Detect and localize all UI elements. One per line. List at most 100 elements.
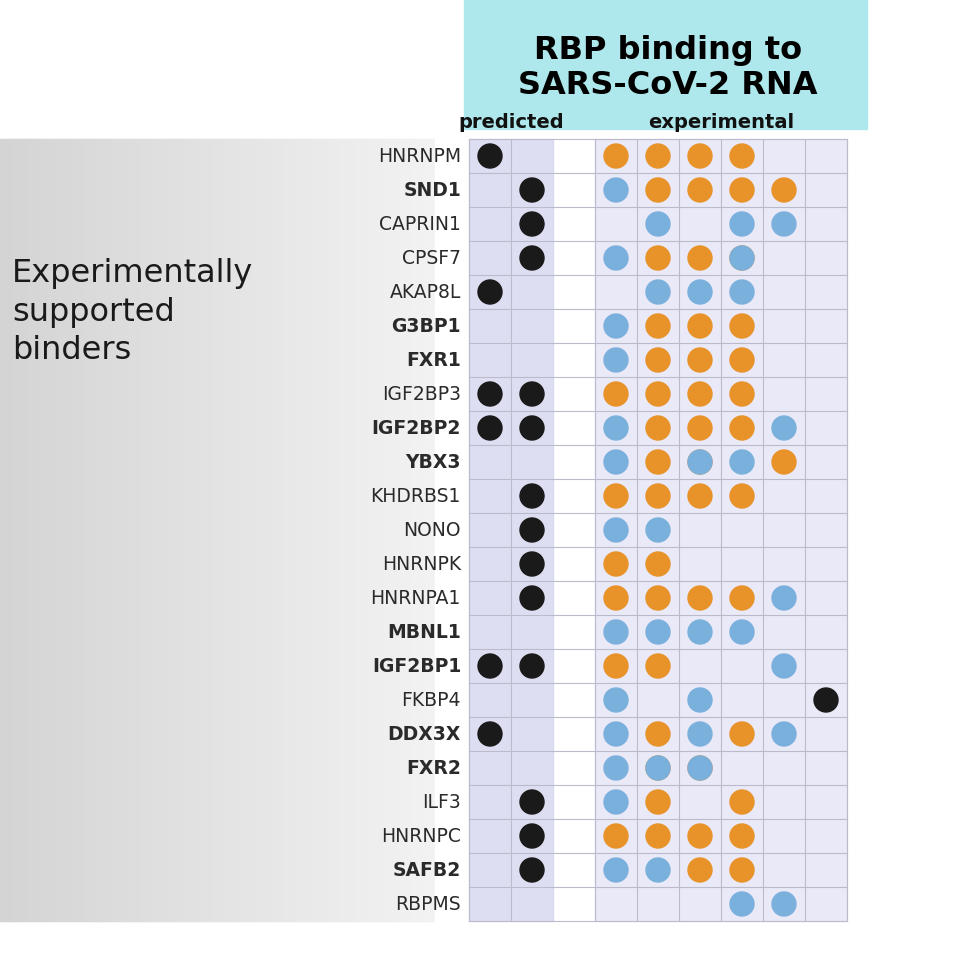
Circle shape: [604, 451, 628, 475]
Circle shape: [520, 383, 544, 407]
Text: SND1: SND1: [403, 181, 461, 201]
Circle shape: [604, 586, 628, 610]
Bar: [370, 140, 373, 922]
Circle shape: [646, 756, 670, 780]
Bar: [280, 140, 284, 922]
Text: SAFB2: SAFB2: [392, 860, 461, 880]
Circle shape: [730, 213, 754, 236]
Bar: [189, 140, 192, 922]
Bar: [115, 140, 118, 922]
Text: FXR1: FXR1: [406, 351, 461, 370]
Bar: [196, 140, 199, 922]
Text: CAPRIN1: CAPRIN1: [379, 215, 461, 234]
Circle shape: [604, 688, 628, 712]
Circle shape: [730, 722, 754, 746]
Bar: [228, 140, 231, 922]
Bar: [117, 140, 121, 922]
Circle shape: [478, 144, 502, 169]
Text: MBNL1: MBNL1: [387, 623, 461, 641]
Circle shape: [646, 484, 670, 509]
Bar: [261, 140, 264, 922]
Bar: [163, 140, 166, 922]
Circle shape: [772, 654, 796, 678]
Circle shape: [688, 620, 712, 644]
Bar: [168, 140, 171, 922]
Bar: [32, 140, 36, 922]
Bar: [83, 140, 86, 922]
Bar: [379, 140, 382, 922]
Bar: [92, 140, 95, 922]
Circle shape: [646, 213, 670, 236]
Bar: [65, 140, 68, 922]
Bar: [267, 140, 270, 922]
Bar: [264, 140, 266, 922]
Circle shape: [688, 484, 712, 509]
Circle shape: [688, 451, 712, 475]
Bar: [409, 140, 412, 922]
Bar: [55, 140, 58, 922]
Bar: [209, 140, 212, 922]
Circle shape: [730, 892, 754, 916]
Circle shape: [688, 383, 712, 407]
Bar: [2, 140, 5, 922]
Bar: [331, 140, 334, 922]
Circle shape: [730, 315, 754, 338]
Bar: [404, 140, 408, 922]
Circle shape: [646, 179, 670, 203]
Bar: [435, 140, 976, 922]
Text: KHDRBS1: KHDRBS1: [371, 487, 461, 506]
Bar: [98, 140, 102, 922]
Bar: [140, 140, 142, 922]
Circle shape: [604, 620, 628, 644]
Circle shape: [772, 451, 796, 475]
Bar: [340, 140, 343, 922]
Bar: [156, 140, 160, 922]
Circle shape: [730, 247, 754, 270]
Text: HNRNPM: HNRNPM: [378, 147, 461, 167]
Bar: [276, 140, 279, 922]
Bar: [44, 140, 47, 922]
Bar: [106, 140, 109, 922]
Bar: [287, 140, 290, 922]
Bar: [177, 140, 180, 922]
Text: RBPMS: RBPMS: [395, 894, 461, 914]
Bar: [26, 140, 29, 922]
Bar: [193, 140, 197, 922]
Bar: [126, 140, 130, 922]
Bar: [391, 140, 394, 922]
Circle shape: [604, 315, 628, 338]
Bar: [170, 140, 173, 922]
Bar: [324, 140, 327, 922]
Bar: [398, 140, 401, 922]
Bar: [7, 140, 10, 922]
Circle shape: [520, 654, 544, 678]
Bar: [67, 140, 70, 922]
Bar: [232, 140, 236, 922]
Bar: [239, 140, 242, 922]
Bar: [224, 140, 227, 922]
Bar: [41, 140, 45, 922]
Circle shape: [646, 586, 670, 610]
Bar: [85, 140, 88, 922]
Bar: [122, 140, 125, 922]
Bar: [20, 140, 22, 922]
Circle shape: [604, 247, 628, 270]
Bar: [142, 140, 144, 922]
Bar: [87, 140, 90, 922]
Bar: [35, 140, 38, 922]
Bar: [120, 140, 123, 922]
Circle shape: [478, 417, 502, 441]
Bar: [191, 140, 194, 922]
Bar: [333, 140, 336, 922]
Circle shape: [646, 281, 670, 304]
Circle shape: [646, 620, 670, 644]
Circle shape: [688, 315, 712, 338]
Text: HNRNPK: HNRNPK: [382, 555, 461, 574]
Bar: [301, 140, 304, 922]
Circle shape: [646, 654, 670, 678]
Bar: [52, 140, 56, 922]
Bar: [305, 140, 307, 922]
Bar: [218, 140, 221, 922]
Bar: [207, 140, 210, 922]
Bar: [11, 140, 14, 922]
